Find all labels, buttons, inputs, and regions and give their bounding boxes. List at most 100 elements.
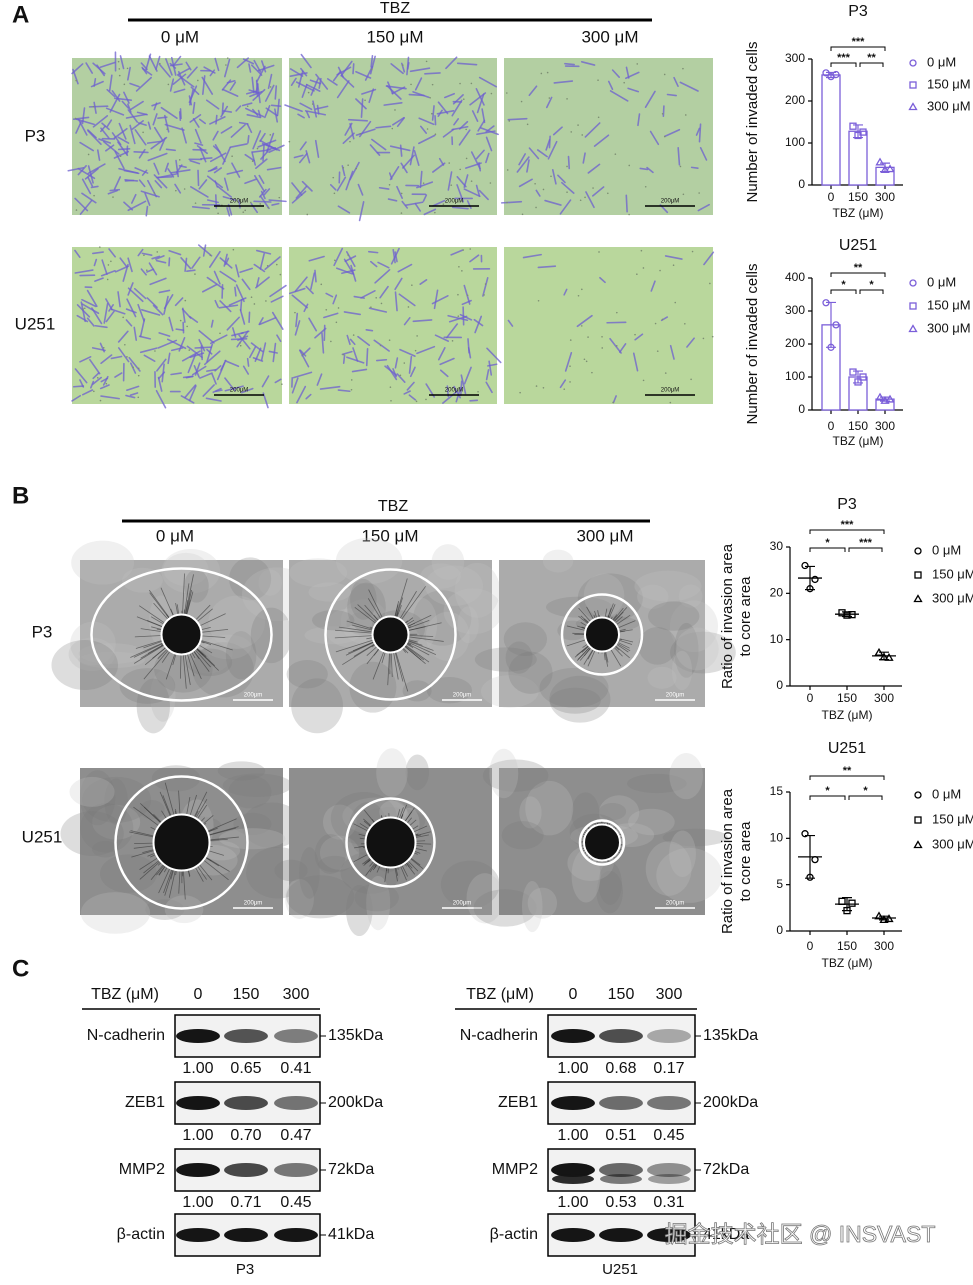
pore [615,153,617,155]
pore [507,169,509,171]
pore [126,356,128,358]
cell [349,120,367,121]
legend-label: 0 μM [932,786,961,801]
pore [584,197,586,199]
pore [370,306,372,308]
texture [502,821,544,849]
pore [251,296,253,298]
protein-label: MMP2 [492,1161,538,1178]
cell [367,349,368,366]
band [224,1029,268,1043]
quantification: 0.51 [605,1127,636,1144]
quantification: 0.68 [605,1060,636,1077]
pore [225,64,227,66]
y-tick-label: 0 [798,177,805,191]
pore [342,354,344,356]
pore [591,372,593,374]
band [599,1096,643,1110]
pore [673,264,675,266]
pore [240,345,242,347]
pore [355,168,357,170]
protein-label: N-cadherin [460,1027,538,1044]
pore [390,386,392,388]
pore [586,361,588,363]
pore [93,195,95,197]
pore [674,302,676,304]
dose-label: 300 [283,986,310,1003]
pore [75,118,77,120]
pore [587,336,589,338]
texture [308,582,351,601]
pore [76,209,78,211]
texture [100,854,157,893]
pore [636,273,638,275]
pore [391,128,393,130]
cell [468,339,469,353]
x-tick-label: 300 [874,691,894,705]
cell [146,207,147,216]
texture [336,538,402,584]
quantification: 1.00 [182,1194,213,1211]
treatment-label: TBZ [380,0,410,17]
pore [146,269,148,271]
band [274,1228,318,1242]
scale-bar-label: 200μm [244,693,262,699]
pore [188,349,190,351]
marker [839,898,845,904]
texture [51,640,118,690]
pore [643,267,645,269]
pore [124,84,126,86]
y-tick-label: 0 [776,678,783,692]
y-tick-label: 100 [785,369,805,383]
pore [566,166,568,168]
pore [411,284,413,286]
texture [628,809,675,835]
band [551,1228,595,1242]
significance-label: *** [859,537,873,549]
pore [401,193,403,195]
marker [877,159,884,165]
pore [662,319,664,321]
micrograph [72,245,286,408]
texture [489,749,518,799]
pore [110,261,112,263]
pore [289,141,291,143]
pore [265,300,267,302]
pore [471,180,473,182]
band [274,1163,318,1177]
pore [217,213,219,215]
pore [506,202,508,204]
scale-bar-label: 200μm [453,901,471,907]
scale-bar-label: 200μm [244,901,262,907]
pore [371,69,373,71]
significance-label: * [863,785,868,797]
pore [423,182,425,184]
texture [70,777,115,807]
cell [626,195,627,211]
y-tick-label: 200 [785,93,805,107]
band [551,1096,595,1110]
pore [690,379,692,381]
core [585,618,619,652]
pore [100,400,102,402]
pore [534,183,536,185]
pore [491,93,493,95]
pore [466,158,468,160]
pore [643,380,645,382]
pore [195,202,197,204]
pore [457,315,459,317]
pore [692,251,694,253]
pore [250,202,252,204]
texture [508,652,552,694]
pore [269,134,271,136]
pore [330,341,332,343]
pore [278,197,280,199]
y-tick-label: 30 [770,539,784,553]
pore [84,307,86,309]
band [599,1228,643,1242]
pore [153,192,155,194]
legend-marker [915,842,922,848]
pore [659,270,661,272]
cell [565,64,574,65]
pore [685,114,687,116]
